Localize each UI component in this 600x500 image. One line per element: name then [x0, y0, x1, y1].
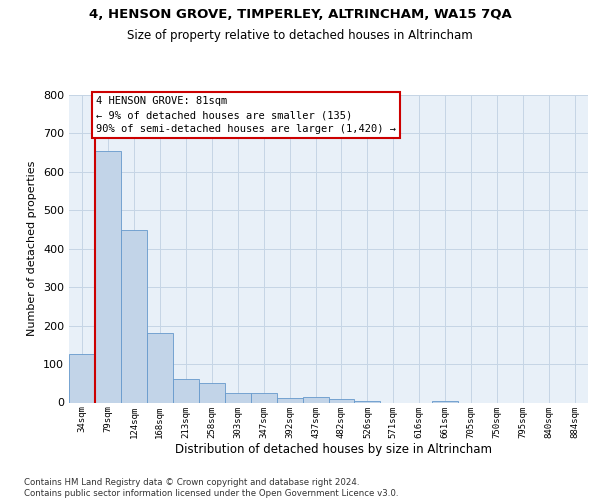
Bar	[199, 384, 224, 402]
Bar	[173, 378, 199, 402]
Bar	[95, 150, 121, 402]
Bar	[277, 398, 302, 402]
Text: 4, HENSON GROVE, TIMPERLEY, ALTRINCHAM, WA15 7QA: 4, HENSON GROVE, TIMPERLEY, ALTRINCHAM, …	[89, 8, 511, 20]
Bar	[433, 400, 458, 402]
Bar	[69, 354, 95, 403]
Bar	[251, 393, 277, 402]
Bar	[225, 393, 251, 402]
Text: Contains HM Land Registry data © Crown copyright and database right 2024.
Contai: Contains HM Land Registry data © Crown c…	[24, 478, 398, 498]
Y-axis label: Number of detached properties: Number of detached properties	[28, 161, 37, 336]
Text: Size of property relative to detached houses in Altrincham: Size of property relative to detached ho…	[127, 28, 473, 42]
Text: 4 HENSON GROVE: 81sqm
← 9% of detached houses are smaller (135)
90% of semi-deta: 4 HENSON GROVE: 81sqm ← 9% of detached h…	[96, 96, 396, 134]
Bar	[329, 398, 355, 402]
Bar	[302, 396, 329, 402]
Bar	[147, 332, 173, 402]
Bar	[355, 400, 380, 402]
Text: Distribution of detached houses by size in Altrincham: Distribution of detached houses by size …	[175, 442, 491, 456]
Bar	[121, 230, 147, 402]
